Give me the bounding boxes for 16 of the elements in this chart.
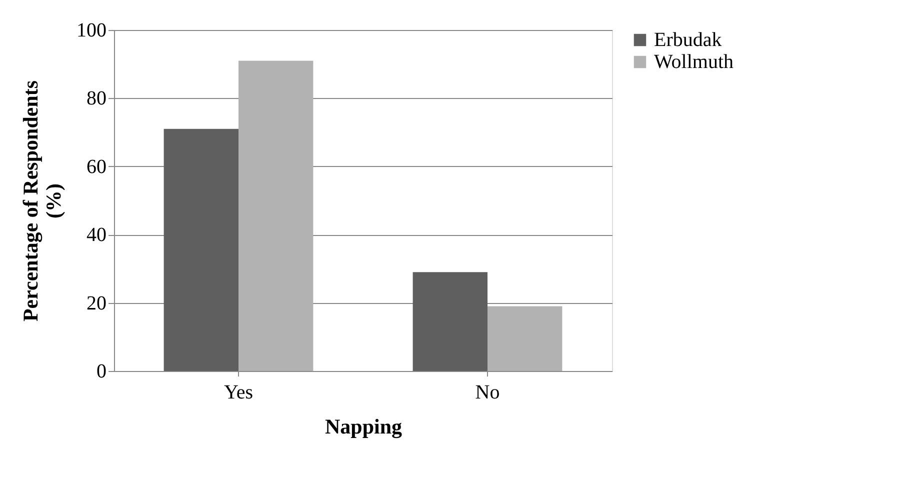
y-tick-label: 80 <box>86 88 106 110</box>
bar <box>238 60 314 371</box>
legend-label: Erbudak <box>654 29 722 51</box>
y-tick-label: 40 <box>86 224 106 246</box>
y-axis-title: Percentage of Respondents (%) <box>18 80 66 322</box>
x-tick-label: No <box>475 382 500 404</box>
legend-label: Wollmuth <box>654 51 734 73</box>
x-tick-label: Yes <box>224 382 254 404</box>
y-tick-label: 60 <box>86 156 106 178</box>
bar <box>412 272 488 371</box>
bar <box>164 128 238 371</box>
y-tick-label: 0 <box>96 360 106 382</box>
y-tick-label: 100 <box>76 20 106 42</box>
y-tick-label: 20 <box>86 292 106 314</box>
bar <box>488 306 562 371</box>
x-axis-title: Napping <box>324 414 403 438</box>
